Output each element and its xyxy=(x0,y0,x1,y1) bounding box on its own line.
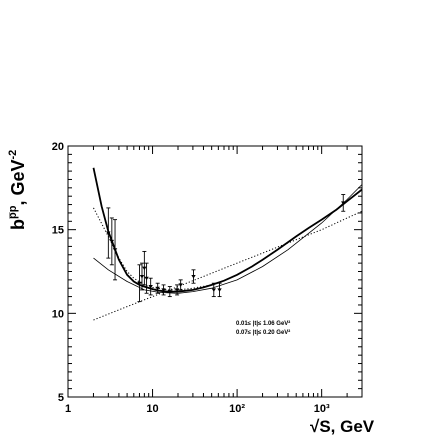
data-point xyxy=(112,248,118,252)
svg-text:bp̅p, GeV-2: bp̅p, GeV-2 xyxy=(7,150,28,230)
x-tick-label: 10² xyxy=(229,403,245,415)
data-point xyxy=(106,231,111,236)
data-point xyxy=(341,201,346,205)
fit-curve-thick-solid xyxy=(92,167,363,293)
y-tick-label: 5 xyxy=(58,392,64,404)
data-point xyxy=(161,288,166,292)
data-point xyxy=(155,286,160,291)
fit-curve-dotted xyxy=(93,210,363,321)
y-tick-label: 10 xyxy=(52,308,64,320)
data-point xyxy=(174,288,180,292)
data-point xyxy=(137,281,142,286)
plot-frame xyxy=(67,145,363,398)
data-point xyxy=(167,290,173,294)
x-tick-label: 1 xyxy=(65,403,71,415)
data-point xyxy=(178,283,183,287)
data-point xyxy=(109,239,115,244)
data-point xyxy=(139,275,145,279)
y-tick-label: 20 xyxy=(52,141,64,153)
axis-ticks: 1 10 10² 10³ 5 10 15 20 xyxy=(52,141,363,415)
annotation-line-1: 0.01≤ |t|≤ 1.06 GeV² xyxy=(236,320,290,327)
data-points xyxy=(106,194,346,303)
data-point xyxy=(217,288,222,292)
annotation-line-2: 0.07≤ |t|≤ 0.20 GeV² xyxy=(236,329,290,336)
y-tick-label: 15 xyxy=(52,225,64,237)
x-axis-title: √S, GeV xyxy=(310,417,375,436)
y-axis-title: bp̅p, GeV-2 xyxy=(7,150,28,230)
x-tick-label: 10³ xyxy=(314,403,330,415)
x-tick-label: 10 xyxy=(146,403,158,415)
fit-curve-thin-solid xyxy=(93,184,363,294)
plot-border xyxy=(67,145,363,398)
data-point xyxy=(142,266,147,271)
data-point xyxy=(148,285,153,289)
data-point xyxy=(191,275,196,279)
data-point xyxy=(211,288,216,292)
fit-curves xyxy=(92,167,363,321)
data-point xyxy=(144,276,149,281)
